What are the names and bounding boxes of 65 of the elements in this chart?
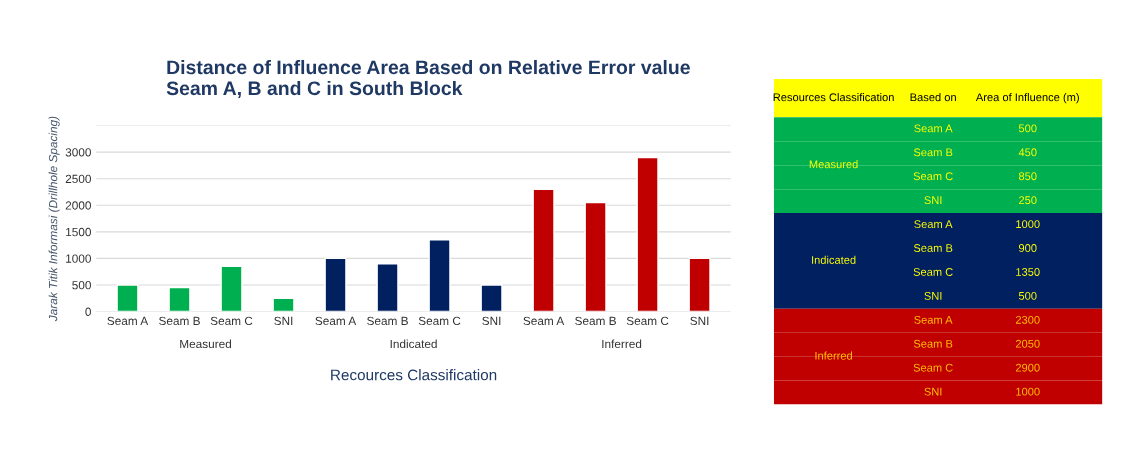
bar: [116, 284, 139, 312]
data-label: 2300: [1015, 315, 1040, 324]
y-tick-label: 3000: [65, 148, 91, 157]
data-label: 1000: [1016, 220, 1040, 229]
x-tick-label: SNI: [690, 316, 709, 326]
y-tick-label: 1000: [66, 254, 91, 263]
x-tick-label: Seam B: [575, 316, 616, 326]
category-label: Seam B: [913, 339, 953, 348]
category-label: Seam C: [913, 172, 953, 181]
x-tick-label: SNI: [482, 316, 501, 326]
text: Area of Influence (m): [975, 93, 1079, 104]
x-axis-title: Recources Classification: [331, 369, 497, 381]
x-tick-label: Seam A: [107, 316, 149, 326]
bar: [532, 188, 555, 312]
text: Measured: [809, 160, 858, 169]
category-label: SNI: [924, 196, 942, 205]
text: Measured: [180, 339, 232, 349]
chart-title: Distance of Influence Area Based on Relative Error value Seam A, B and C in South Block: [166, 59, 690, 99]
category-label: Seam B: [913, 148, 953, 157]
bar: [636, 156, 659, 312]
category-label: Seam C: [913, 363, 953, 372]
category-label: Seam C: [913, 268, 953, 276]
text: Indicated: [812, 255, 856, 264]
x-tick-label: Seam B: [367, 316, 408, 326]
y-tick-label: 2500: [65, 174, 91, 184]
x-tick-label: Seam A: [315, 316, 357, 326]
x-tick-label: Seam C: [210, 316, 253, 326]
data-label: 500: [1018, 291, 1037, 300]
data-label: 500: [1018, 124, 1037, 133]
bar: [688, 257, 711, 312]
bar: [324, 257, 347, 312]
category-label: SNI: [924, 387, 942, 396]
bar: [480, 284, 503, 312]
data-label: 2050: [1015, 339, 1040, 348]
text: Based on: [910, 93, 956, 102]
y-axis-title: Jarak Titik Informasi (Drillhole Spacing): [48, 116, 60, 322]
x-tick-label: Seam C: [626, 316, 669, 326]
bar: [428, 239, 451, 312]
x-tick-label: Seam A: [523, 316, 565, 326]
data-label: 1350: [1016, 268, 1040, 276]
text: Inferred: [815, 351, 853, 360]
text: Inferred: [602, 339, 642, 349]
data-label: 2900: [1015, 363, 1040, 372]
data-label: 1000: [1016, 387, 1040, 396]
x-tick-label: SNI: [274, 316, 293, 326]
x-tick-label: Seam B: [159, 316, 200, 326]
data-label: 250: [1019, 196, 1037, 205]
y-tick-label: 2000: [65, 201, 91, 210]
bar: [376, 263, 399, 312]
x-tick-label: Seam C: [418, 316, 461, 326]
bar: [168, 286, 191, 312]
data-label: 900: [1018, 244, 1037, 252]
y-tick-label: 500: [72, 281, 91, 290]
y-tick-label: 1500: [66, 227, 91, 237]
data-label: 450: [1018, 148, 1037, 157]
text: Indicated: [390, 339, 437, 349]
bar: [584, 201, 607, 312]
category-label: Seam A: [914, 124, 953, 133]
bar: [272, 297, 295, 312]
y-tick-label: 0: [85, 307, 91, 316]
category-label: Seam A: [914, 220, 953, 229]
category-label: Seam B: [913, 244, 953, 252]
data-label: 850: [1018, 172, 1037, 181]
category-label: SNI: [924, 291, 942, 300]
bar: [220, 265, 243, 312]
